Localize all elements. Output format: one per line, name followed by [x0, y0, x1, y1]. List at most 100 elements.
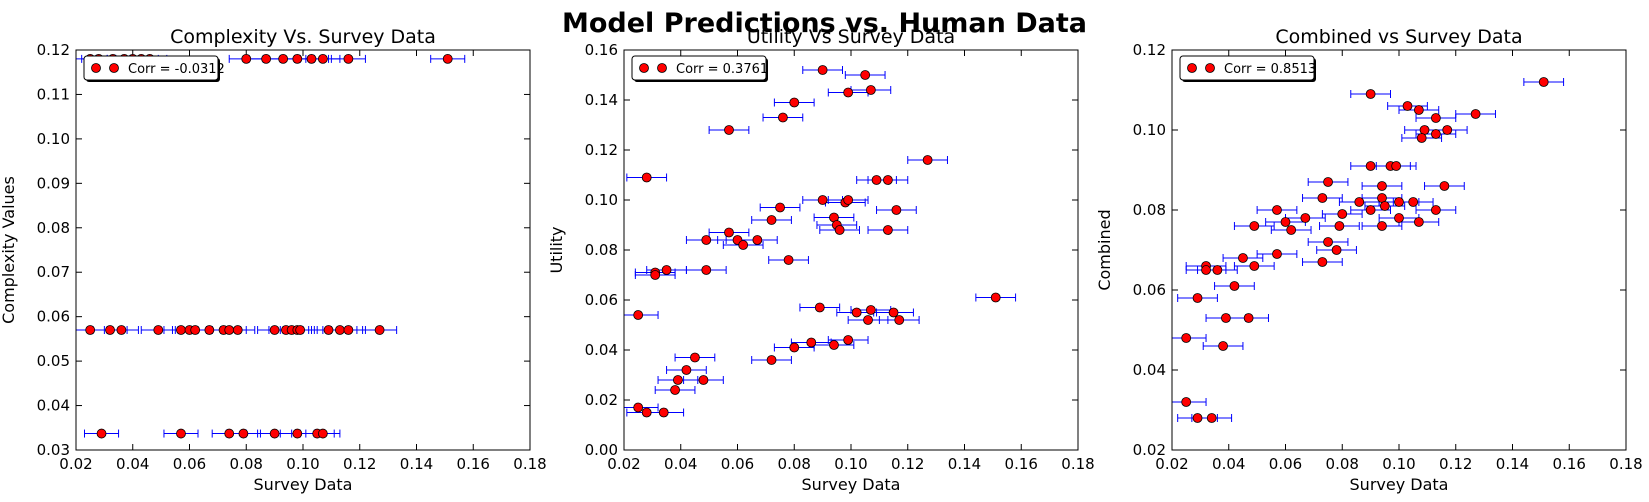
y-axis-label: Complexity Values: [0, 176, 18, 324]
data-point: [681, 365, 692, 375]
data-point: [766, 355, 777, 365]
data-point: [374, 325, 385, 335]
chart-1: Complexity Vs. Survey Data Survey Data Com…: [0, 26, 547, 494]
data-point: [698, 375, 709, 385]
legend-marker: [109, 63, 119, 73]
y-tick-label: 0.07: [37, 263, 70, 281]
data-point: [1365, 89, 1376, 99]
data-point: [1243, 313, 1254, 323]
x-tick-label: 0.04: [1212, 455, 1245, 473]
x-tick-label: 0.02: [1155, 455, 1188, 473]
data-point: [882, 175, 893, 185]
x-tick-label: 0.04: [116, 455, 149, 473]
x-tick-label: 0.02: [607, 455, 640, 473]
y-tick-label: 0.04: [1133, 361, 1166, 379]
legend-marker: [1187, 63, 1197, 73]
y-tick-label: 0.05: [37, 352, 70, 370]
y-tick-label: 0.04: [37, 397, 70, 415]
data-point: [1442, 125, 1453, 135]
chart-3: Combined vs Survey Data Survey Data Combin…: [1095, 26, 1643, 494]
data-point: [766, 215, 777, 225]
data-point: [1365, 205, 1376, 215]
data-point: [882, 225, 893, 235]
x-tick-label: 0.10: [1382, 455, 1415, 473]
data-points: [1172, 77, 1565, 423]
data-point: [1430, 129, 1441, 139]
data-point: [1249, 261, 1260, 271]
data-point: [701, 265, 712, 275]
data-point: [891, 205, 902, 215]
y-tick-label: 0.10: [585, 191, 618, 209]
data-point: [1192, 293, 1203, 303]
data-point: [317, 53, 328, 64]
x-tick-label: 0.12: [891, 455, 924, 473]
x-tick-label: 0.06: [721, 455, 754, 473]
data-point: [1317, 193, 1328, 203]
data-point: [701, 235, 712, 245]
data-point: [1201, 265, 1211, 275]
data-point: [806, 337, 817, 348]
data-point: [843, 195, 854, 205]
data-point: [817, 65, 828, 75]
data-point: [292, 428, 303, 439]
x-axis-label: Survey Data: [1350, 475, 1449, 494]
data-point: [334, 325, 345, 335]
figure-title: Model Predictions vs. Human Data: [562, 8, 1087, 39]
data-point: [232, 325, 243, 335]
data-point: [295, 325, 306, 335]
data-point: [752, 235, 763, 245]
data-point: [814, 302, 825, 313]
data-point: [888, 307, 899, 318]
data-points: [76, 53, 466, 439]
data-point: [829, 340, 839, 350]
data-point: [1354, 197, 1365, 207]
legend-box: [631, 55, 767, 81]
y-tick-label: 0.16: [585, 41, 618, 59]
legend-marker: [639, 63, 649, 73]
data-point: [1331, 245, 1342, 255]
y-tick-label: 0.06: [1133, 281, 1166, 299]
x-tick-label: 0.08: [230, 455, 263, 473]
y-tick-label: 0.14: [585, 91, 618, 109]
plot-frame: [1171, 49, 1627, 451]
data-point: [1538, 77, 1549, 87]
data-point: [843, 335, 854, 345]
x-tick-label: 0.18: [1061, 455, 1094, 473]
data-point: [670, 385, 680, 395]
x-tick-label: 0.12: [1439, 455, 1472, 473]
data-point: [1430, 113, 1441, 123]
legend: Corr = 0.8513: [1179, 55, 1316, 82]
x-tick-label: 0.18: [513, 455, 546, 473]
data-point: [860, 70, 871, 80]
data-point: [1430, 205, 1441, 215]
x-axis-label: Survey Data: [802, 475, 901, 494]
data-point: [865, 85, 876, 95]
data-point: [1249, 221, 1260, 231]
chart-title: Combined vs Survey Data: [1275, 26, 1522, 48]
y-tick-label: 0.12: [1133, 41, 1166, 59]
data-point: [1221, 313, 1231, 323]
data-point: [1379, 201, 1390, 211]
data-point: [778, 112, 788, 123]
data-point: [1394, 197, 1404, 207]
x-tick-label: 0.04: [664, 455, 697, 473]
data-point: [1323, 237, 1333, 247]
data-point: [641, 407, 652, 418]
data-point: [323, 325, 334, 335]
data-point: [851, 307, 862, 318]
legend: Corr = 0.3761: [631, 55, 768, 82]
x-tick-label: 0.02: [59, 455, 92, 473]
legend-label: Corr = -0.0312: [128, 62, 225, 77]
data-point: [1413, 217, 1424, 227]
legend-box: [83, 55, 219, 81]
data-point: [922, 155, 933, 165]
data-point: [894, 315, 905, 325]
y-axis-label: Combined: [1095, 209, 1114, 290]
x-tick-label: 0.08: [1326, 455, 1359, 473]
y-tick-label: 0.12: [585, 141, 618, 159]
y-tick-label: 0.08: [1133, 201, 1166, 219]
data-point: [724, 125, 734, 135]
x-tick-label: 0.16: [1553, 455, 1586, 473]
data-point: [650, 270, 661, 280]
